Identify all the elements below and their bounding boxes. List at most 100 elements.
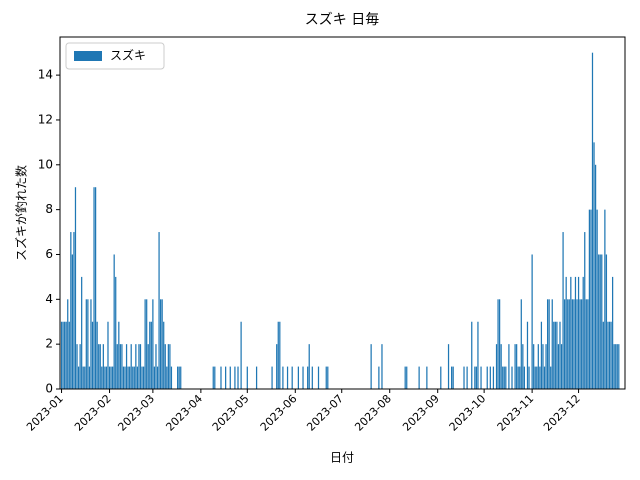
bar — [520, 299, 522, 389]
bar — [514, 344, 516, 389]
bar — [153, 366, 156, 389]
bar — [255, 366, 258, 389]
bar — [526, 321, 529, 389]
bar — [542, 344, 544, 389]
bar — [169, 344, 171, 389]
bar — [156, 366, 159, 389]
bar — [587, 299, 589, 389]
bar — [229, 366, 231, 389]
x-tick-label: 2023-05 — [210, 392, 252, 434]
y-tick-label: 8 — [45, 202, 53, 216]
bar — [480, 366, 482, 389]
bar — [497, 299, 499, 389]
bar — [325, 366, 327, 389]
bar — [567, 299, 569, 389]
bar — [105, 366, 108, 389]
y-tick-label: 2 — [45, 337, 53, 351]
bar — [302, 366, 304, 389]
bar — [536, 366, 538, 389]
bar — [65, 321, 67, 389]
bar — [613, 344, 615, 389]
bar — [574, 276, 577, 389]
legend-box — [65, 42, 165, 70]
bar — [77, 366, 80, 389]
legend-swatch — [74, 51, 102, 61]
bar — [158, 232, 160, 389]
bar — [590, 209, 592, 389]
bar — [81, 276, 83, 389]
bar — [84, 366, 86, 389]
bar — [489, 366, 491, 389]
bar — [570, 276, 572, 389]
bar — [141, 366, 143, 389]
bar — [159, 299, 162, 389]
bar — [277, 321, 279, 389]
y-tick-label: 14 — [38, 68, 53, 82]
bar — [573, 299, 575, 389]
bar — [523, 366, 526, 389]
bar — [237, 366, 239, 389]
bar — [543, 366, 546, 389]
bar — [556, 321, 558, 389]
bar — [548, 299, 550, 389]
bar — [282, 366, 284, 389]
bar — [576, 299, 578, 389]
bar — [144, 299, 146, 389]
bar — [598, 254, 600, 389]
bar — [471, 321, 473, 389]
bar — [564, 299, 566, 389]
bar — [177, 366, 179, 389]
bar — [99, 344, 101, 389]
bar — [163, 321, 165, 389]
y-tick-label: 10 — [38, 157, 53, 171]
bar — [582, 276, 584, 389]
y-tick-label: 4 — [45, 292, 53, 306]
y-tick-label: 0 — [45, 382, 53, 396]
bar — [307, 366, 309, 389]
plot-frame — [59, 36, 626, 390]
bar — [565, 276, 567, 389]
y-tick-label: 12 — [38, 112, 53, 126]
bar — [107, 321, 109, 389]
bar — [240, 321, 242, 389]
bar — [87, 299, 89, 389]
bar — [503, 366, 505, 389]
bar — [560, 344, 563, 389]
legend: スズキ — [65, 42, 165, 70]
bar — [136, 366, 139, 389]
bar — [610, 321, 612, 389]
bar — [73, 232, 75, 389]
bar — [67, 299, 69, 389]
chart-title: スズキ 日毎 — [305, 12, 379, 28]
bar — [533, 344, 535, 389]
x-tick-label: 2023-07 — [304, 392, 346, 434]
bar — [554, 321, 556, 389]
bar — [426, 366, 428, 389]
bar — [588, 209, 591, 389]
bar — [551, 299, 553, 389]
y-tick-label: 6 — [45, 247, 53, 261]
bar — [104, 366, 106, 389]
bar — [327, 366, 329, 389]
bar — [451, 366, 453, 389]
bar — [71, 254, 74, 389]
bar — [545, 344, 547, 389]
bar — [101, 366, 103, 389]
bar — [492, 366, 495, 389]
x-tick-label: 2023-11 — [495, 392, 537, 434]
bar — [127, 366, 129, 389]
bar — [125, 344, 128, 389]
bar — [119, 344, 121, 389]
bar — [440, 366, 442, 389]
bar — [68, 321, 70, 389]
bar — [508, 344, 510, 389]
bar — [579, 299, 581, 389]
bar — [308, 344, 310, 389]
bar — [129, 366, 131, 389]
x-tick-label: 2023-03 — [115, 392, 157, 434]
bar — [112, 366, 114, 389]
bar — [511, 366, 513, 389]
bar — [70, 232, 72, 389]
bar — [155, 344, 157, 389]
